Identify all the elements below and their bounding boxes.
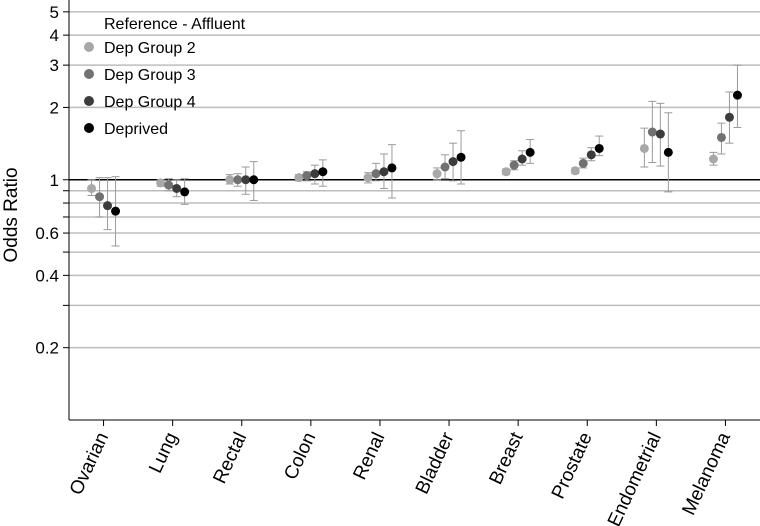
- data-point: [387, 163, 397, 173]
- x-tick-label: Prostate: [548, 429, 597, 502]
- data-point: [517, 154, 527, 164]
- data-point: [233, 175, 243, 185]
- x-tick-label: Melanoma: [678, 429, 735, 519]
- data-point: [525, 147, 535, 157]
- data-point: [663, 147, 673, 157]
- data-point: [647, 127, 657, 137]
- legend-marker: [84, 123, 94, 133]
- data-point: [708, 154, 718, 164]
- legend: Reference - Affluent Dep Group 2 Dep Grou…: [84, 16, 246, 138]
- legend-title: Reference - Affluent: [104, 16, 246, 33]
- y-axis: 5 4 3 2 1 0.6 0.4 0.2: [35, 0, 70, 420]
- y-tick-label: 1: [50, 171, 59, 190]
- x-tick-label: Renal: [349, 429, 389, 483]
- legend-marker: [84, 42, 94, 52]
- data-point: [440, 162, 450, 172]
- data-point: [456, 152, 466, 162]
- plot-marks: [87, 64, 742, 247]
- data-point: [241, 175, 251, 185]
- x-tick-label: Breast: [485, 429, 528, 488]
- y-tick-label: 0.4: [35, 266, 59, 285]
- gridlines: [69, 11, 760, 349]
- legend-label: Dep Group 2: [104, 40, 196, 57]
- data-point: [716, 132, 726, 142]
- legend-marker: [84, 69, 94, 79]
- y-tick-label: 2: [50, 98, 59, 117]
- data-point: [732, 90, 742, 100]
- data-point: [164, 180, 174, 190]
- x-tick-label: Ovarian: [66, 429, 113, 498]
- x-axis: Ovarian Lung Rectal Colon Renal Bladder Breast…: [66, 419, 760, 526]
- data-point: [249, 175, 259, 185]
- data-point: [594, 143, 604, 153]
- y-tick-label: 3: [50, 56, 59, 75]
- legend-label: Deprived: [104, 121, 168, 138]
- data-point: [95, 192, 105, 202]
- x-tick-label: Lung: [145, 429, 182, 476]
- x-tick-label: Bladder: [412, 429, 459, 498]
- x-tick-label: Rectal: [209, 429, 251, 487]
- data-point: [318, 167, 328, 177]
- x-tick-label: Endometrial: [604, 429, 666, 526]
- y-tick-label: 4: [50, 26, 59, 45]
- data-point: [371, 169, 381, 179]
- data-point: [156, 178, 166, 188]
- data-point: [225, 175, 235, 185]
- data-point: [103, 201, 113, 211]
- data-point: [379, 167, 389, 177]
- data-point: [655, 129, 665, 139]
- data-point: [501, 167, 511, 177]
- data-point: [432, 169, 442, 179]
- y-tick-label: 5: [50, 3, 59, 22]
- data-point: [294, 173, 304, 183]
- data-point: [509, 160, 519, 170]
- data-point: [448, 157, 458, 167]
- data-point: [578, 158, 588, 168]
- data-point: [111, 206, 121, 216]
- data-point: [87, 183, 97, 193]
- y-tick-label: 0.2: [35, 339, 59, 358]
- y-tick-label: 0.6: [35, 224, 59, 243]
- legend-marker: [84, 96, 94, 106]
- data-point: [639, 143, 649, 153]
- data-point: [586, 150, 596, 160]
- legend-label: Dep Group 3: [104, 67, 196, 84]
- data-point: [363, 173, 373, 183]
- data-point: [570, 166, 580, 176]
- data-point: [310, 169, 320, 179]
- data-point: [172, 183, 182, 193]
- y-axis-title: Odds Ratio: [1, 167, 22, 262]
- x-tick-label: Colon: [280, 429, 320, 483]
- data-point: [724, 112, 734, 122]
- legend-label: Dep Group 4: [104, 94, 196, 111]
- data-point: [302, 171, 312, 181]
- data-point: [180, 187, 190, 197]
